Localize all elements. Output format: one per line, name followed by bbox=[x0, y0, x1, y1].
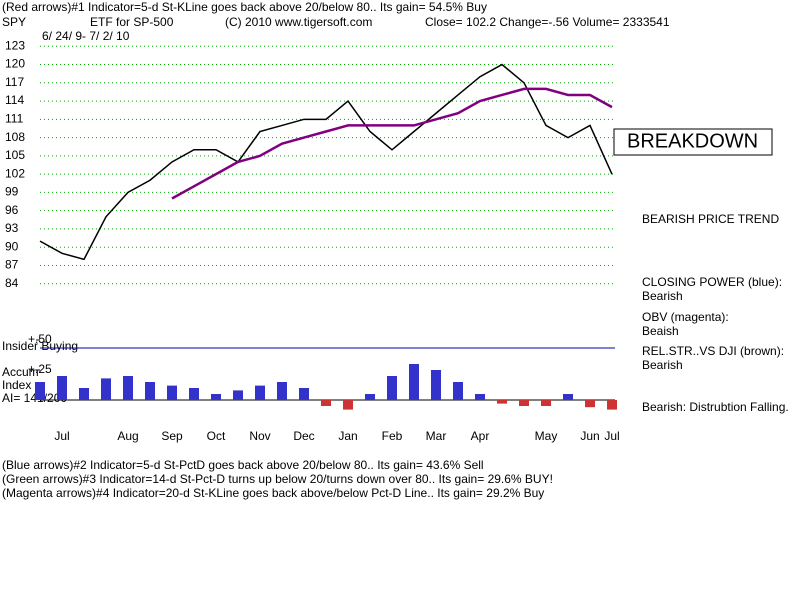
annotation: OBV (magenta): bbox=[642, 310, 729, 324]
y-tick-label: 87 bbox=[5, 258, 19, 272]
annotation: CLOSING POWER (blue): bbox=[642, 275, 782, 289]
x-tick-label: Dec bbox=[293, 429, 314, 443]
x-tick-label: May bbox=[535, 429, 558, 443]
x-tick-label: Oct bbox=[207, 429, 226, 443]
series-line bbox=[171, 87, 613, 200]
bar bbox=[299, 388, 309, 400]
y-tick-label: 105 bbox=[5, 148, 25, 162]
breakdown: BREAKDOWN bbox=[627, 130, 758, 152]
annotation: Insider Buying bbox=[2, 339, 78, 353]
bar bbox=[585, 400, 595, 408]
y-tick-label: +.50 bbox=[28, 332, 52, 346]
y-tick-label: 111 bbox=[5, 112, 24, 126]
y-tick-label: +.25 bbox=[28, 362, 52, 376]
bar bbox=[607, 400, 617, 410]
symbol: SPY bbox=[2, 15, 26, 29]
bar bbox=[145, 382, 155, 400]
bar bbox=[475, 394, 485, 400]
annotation: REL.STR..VS DJI (brown): bbox=[642, 344, 784, 358]
bar bbox=[497, 400, 507, 404]
bar bbox=[563, 394, 573, 400]
bar bbox=[541, 400, 551, 406]
x-tick-label: Feb bbox=[382, 429, 403, 443]
annotation: Beaish bbox=[642, 324, 679, 338]
bar bbox=[79, 388, 89, 400]
y-tick-label: 99 bbox=[5, 185, 19, 199]
bar bbox=[189, 388, 199, 400]
bar bbox=[57, 376, 67, 400]
bar bbox=[343, 400, 353, 410]
breakdown-box bbox=[613, 128, 773, 156]
annotation: Bearish bbox=[642, 289, 683, 303]
y-tick-label: 123 bbox=[5, 38, 25, 52]
quote: Close= 102.2 Change=-.56 Volume= 2333541 bbox=[425, 15, 670, 29]
bar bbox=[453, 382, 463, 400]
annotation: BEARISH PRICE TREND bbox=[642, 212, 779, 226]
y-tick-label: 96 bbox=[5, 203, 19, 217]
y-tick-label: 120 bbox=[5, 57, 25, 71]
annotation: Index bbox=[2, 378, 31, 392]
x-tick-label: Sep bbox=[161, 429, 183, 443]
bar bbox=[101, 378, 111, 400]
bar bbox=[35, 382, 45, 400]
footer-line: (Blue arrows)#2 Indicator=5-d St-PctD go… bbox=[2, 458, 484, 472]
bar bbox=[167, 385, 177, 400]
x-tick-label: Jul bbox=[604, 429, 619, 443]
bar bbox=[519, 400, 529, 406]
bar bbox=[123, 376, 133, 400]
dates: 6/ 24/ 9- 7/ 2/ 10 bbox=[42, 29, 130, 43]
bar bbox=[255, 385, 265, 400]
annotation: Bearish: Distrubtion Falling. bbox=[642, 400, 789, 414]
header-title: (Red arrows)#1 Indicator=5-d St-KLine go… bbox=[2, 0, 487, 14]
x-tick-label: Nov bbox=[249, 429, 270, 443]
footer-line: (Magenta arrows)#4 Indicator=20-d St-KLi… bbox=[2, 486, 544, 500]
x-tick-label: Mar bbox=[426, 429, 447, 443]
y-tick-label: 93 bbox=[5, 221, 19, 235]
bar bbox=[277, 382, 287, 400]
y-tick-label: 84 bbox=[5, 276, 19, 290]
x-tick-label: Aug bbox=[117, 429, 138, 443]
x-tick-label: Jan bbox=[338, 429, 357, 443]
x-tick-label: Jun bbox=[580, 429, 599, 443]
y-tick-label: 117 bbox=[5, 75, 24, 89]
bar bbox=[409, 364, 419, 400]
annotation: AI= 141/200 bbox=[2, 391, 67, 405]
x-tick-label: Apr bbox=[471, 429, 490, 443]
y-tick-label: 114 bbox=[5, 93, 24, 107]
bar bbox=[387, 376, 397, 400]
bar bbox=[233, 390, 243, 400]
bar bbox=[211, 394, 221, 400]
y-tick-label: 102 bbox=[5, 166, 25, 180]
name: ETF for SP-500 bbox=[90, 15, 174, 29]
bar bbox=[321, 400, 331, 406]
bar bbox=[431, 370, 441, 400]
y-tick-label: 90 bbox=[5, 239, 19, 253]
bar bbox=[365, 394, 375, 400]
annotation: Bearish bbox=[642, 358, 683, 372]
y-tick-label: 108 bbox=[5, 130, 25, 144]
annotation: Accum bbox=[2, 365, 39, 379]
copyright: (C) 2010 www.tigersoft.com bbox=[225, 15, 372, 29]
series-line bbox=[39, 63, 613, 261]
footer-line: (Green arrows)#3 Indicator=14-d St-Pct-D… bbox=[2, 472, 553, 486]
x-tick-label: Jul bbox=[54, 429, 69, 443]
